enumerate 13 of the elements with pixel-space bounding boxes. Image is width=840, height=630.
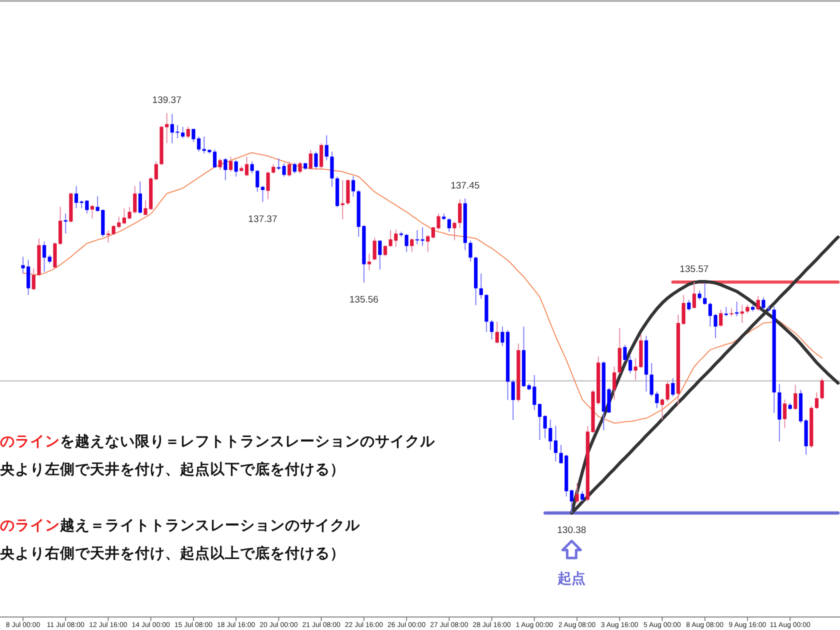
- annotation: のライン: [0, 434, 60, 450]
- annotation: 130.38: [557, 525, 586, 536]
- text: 起点: [556, 570, 586, 586]
- annotation: 央より左側で天井を付け、起点以下で底を付ける）: [0, 460, 345, 478]
- text: 越え＝ライトトランスレーションのサイクル: [59, 517, 361, 534]
- text: 央より右側で天井を付け、起点以上で底を付ける）: [0, 544, 345, 562]
- annotation: 137.37: [248, 214, 278, 225]
- annotation: 135.56: [349, 294, 378, 306]
- annotation: を越えない限り＝レフトトランスレーションのサイクル: [60, 433, 436, 450]
- annotation: 139.37: [152, 95, 182, 106]
- annotation: 137.45: [450, 180, 480, 192]
- annotation: 135.57: [680, 264, 709, 276]
- text: のライン: [0, 518, 60, 534]
